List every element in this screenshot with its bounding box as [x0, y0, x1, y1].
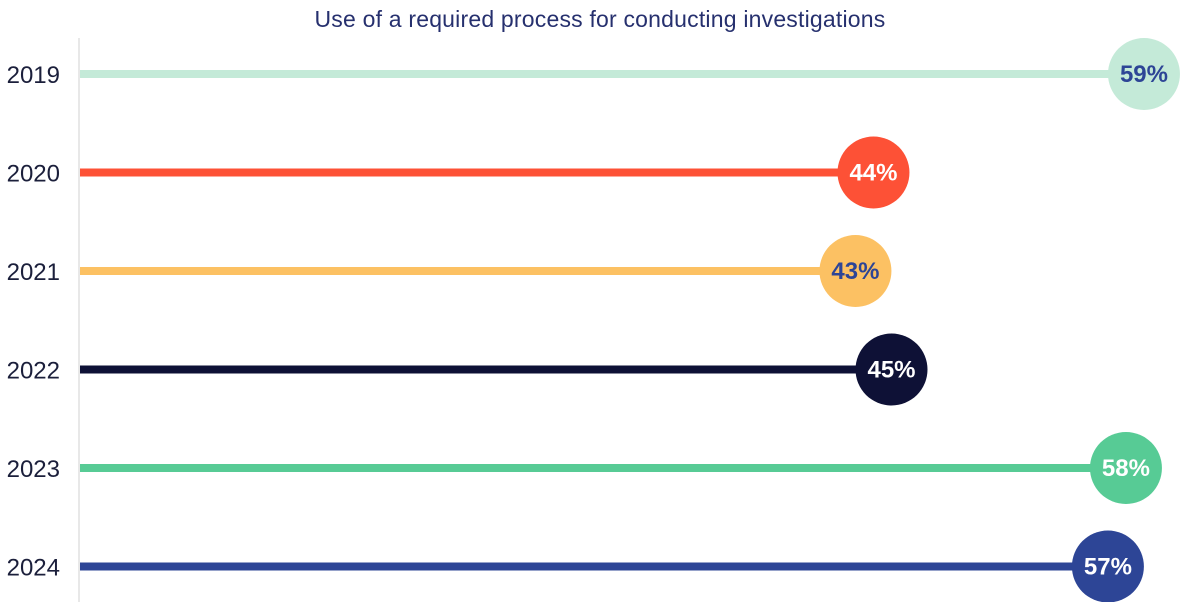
category-label-2020: 2020 — [7, 161, 60, 188]
bubble-2022 — [855, 333, 928, 406]
chart-title: Use of a required process for conducting… — [314, 6, 886, 32]
bubble-2019 — [1107, 38, 1180, 110]
data-label-2022: 45% — [867, 357, 915, 384]
category-label-2019: 2019 — [7, 62, 60, 89]
category-label-2022: 2022 — [7, 358, 60, 385]
data-label-2023: 58% — [1102, 455, 1150, 482]
category-label-2024: 2024 — [7, 555, 60, 582]
bubble-2023 — [1089, 432, 1162, 504]
bubble-2024 — [1071, 530, 1144, 602]
bubble-2020 — [837, 136, 910, 209]
chart-marks: 59% 2019 44% 2020 43% 2021 45% 2022 58% 2023 57% 20… — [7, 38, 1180, 602]
data-label-2024: 57% — [1084, 554, 1132, 581]
category-label-2023: 2023 — [7, 456, 60, 483]
bubble-2021 — [819, 235, 892, 307]
data-label-2020: 44% — [849, 160, 897, 187]
category-label-2021: 2021 — [7, 259, 60, 286]
data-label-2019: 59% — [1120, 61, 1168, 88]
data-label-2021: 43% — [831, 258, 879, 285]
